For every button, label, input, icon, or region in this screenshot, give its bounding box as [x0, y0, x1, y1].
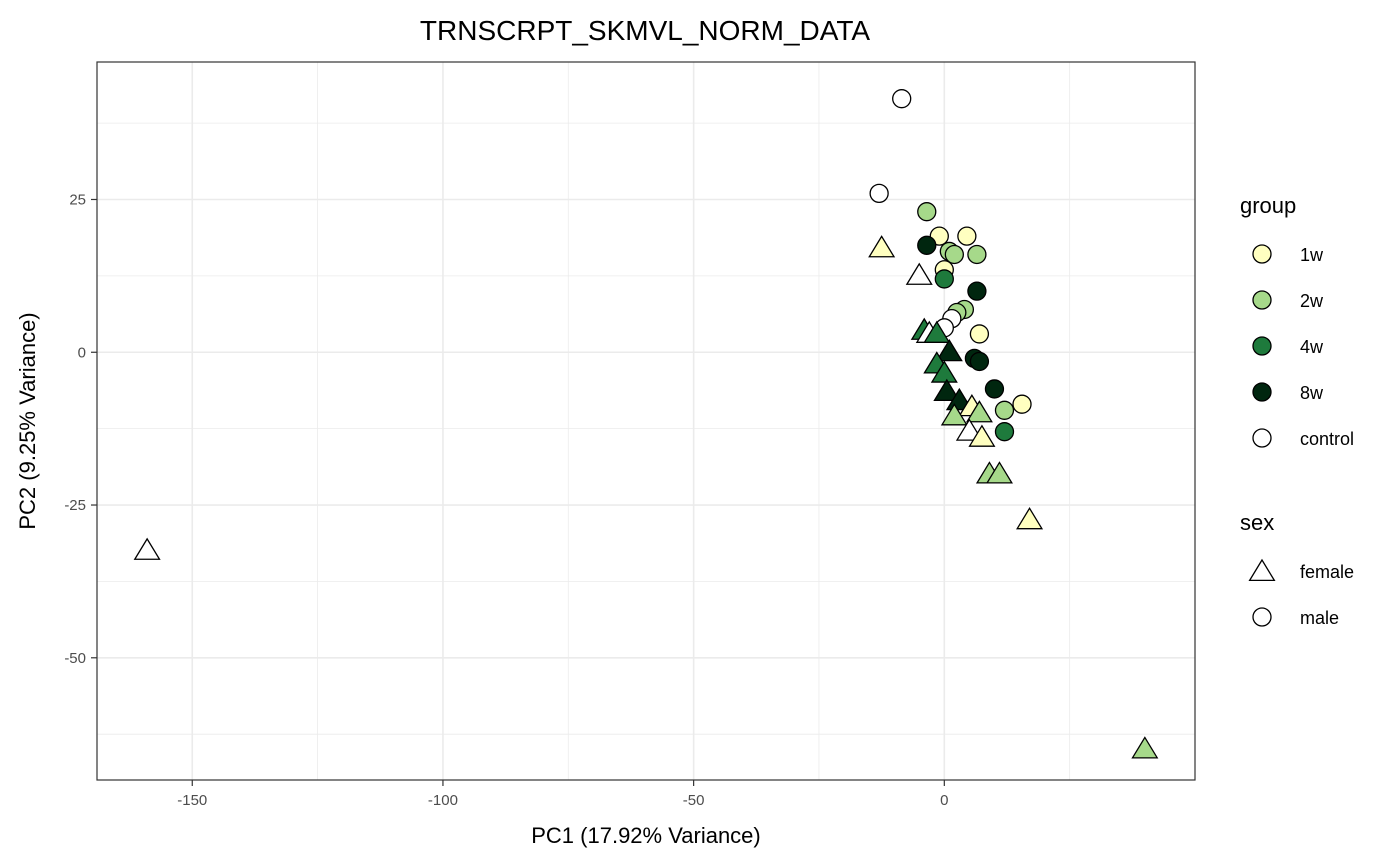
data-point [994, 422, 1015, 442]
legend-key [1252, 428, 1272, 448]
y-tick-label: 0 [78, 344, 86, 361]
data-point [917, 202, 937, 222]
y-tick-label: 25 [69, 191, 86, 208]
data-point [957, 226, 977, 246]
legend-label: 8w [1300, 383, 1324, 403]
x-axis-title: PC1 (17.92% Variance) [531, 823, 761, 848]
data-point [935, 339, 963, 362]
y-tick-label: -50 [64, 650, 86, 667]
legend-label: 4w [1300, 337, 1324, 357]
data-point [965, 400, 993, 423]
axis-ticks [91, 198, 945, 786]
data-point [944, 244, 964, 265]
data-point [968, 424, 996, 447]
x-tick-label: -100 [428, 792, 458, 809]
legend-key [1252, 607, 1272, 627]
data-point [868, 235, 896, 258]
data-point [133, 537, 161, 560]
chart-title: TRNSCRPT_SKMVL_NORM_DATA [420, 15, 870, 46]
data-point [967, 244, 987, 265]
legend-title: group [1240, 193, 1296, 218]
data-point [985, 461, 1013, 484]
legend-key [1248, 558, 1276, 582]
major-gridlines [97, 62, 1195, 780]
data-point [1131, 736, 1159, 759]
legend-key [1252, 244, 1272, 264]
legend-label: female [1300, 562, 1354, 582]
minor-gridlines [97, 62, 1195, 780]
data-point [933, 378, 961, 402]
data-point [1016, 507, 1044, 530]
data-point [955, 418, 983, 441]
data-point [940, 403, 968, 426]
legend: group 1w 2w 4w 8w control sex female male [1240, 193, 1354, 628]
y-axis-title: PC2 (9.25% Variance) [15, 312, 40, 529]
data-point [994, 400, 1015, 420]
legend-key [1252, 336, 1272, 356]
data-point [917, 235, 937, 255]
data-point [869, 183, 889, 204]
legend-key [1252, 382, 1272, 402]
legend-label: control [1300, 429, 1354, 449]
data-point [905, 262, 933, 285]
data-points [133, 89, 1159, 759]
legend-title: sex [1240, 510, 1274, 535]
data-point [892, 89, 912, 109]
legend-key [1252, 290, 1272, 310]
axis-tick-labels: -150 -100 -50 0 -50 -25 0 25 [64, 191, 948, 809]
data-point [1012, 394, 1032, 414]
data-point [930, 360, 958, 383]
legend-label: 2w [1300, 291, 1324, 311]
y-tick-label: -25 [64, 497, 86, 514]
data-point [934, 269, 954, 289]
legend-label: 1w [1300, 245, 1324, 265]
data-point [967, 281, 987, 301]
legend-label: male [1300, 608, 1339, 628]
x-tick-label: 0 [940, 792, 948, 809]
data-point [923, 320, 951, 343]
x-tick-label: -50 [683, 792, 705, 809]
data-point [969, 351, 990, 372]
plot-panel-border [96, 61, 1196, 781]
data-point [969, 324, 990, 344]
data-point [984, 379, 1005, 399]
data-point [945, 387, 973, 411]
x-tick-label: -150 [177, 792, 207, 809]
